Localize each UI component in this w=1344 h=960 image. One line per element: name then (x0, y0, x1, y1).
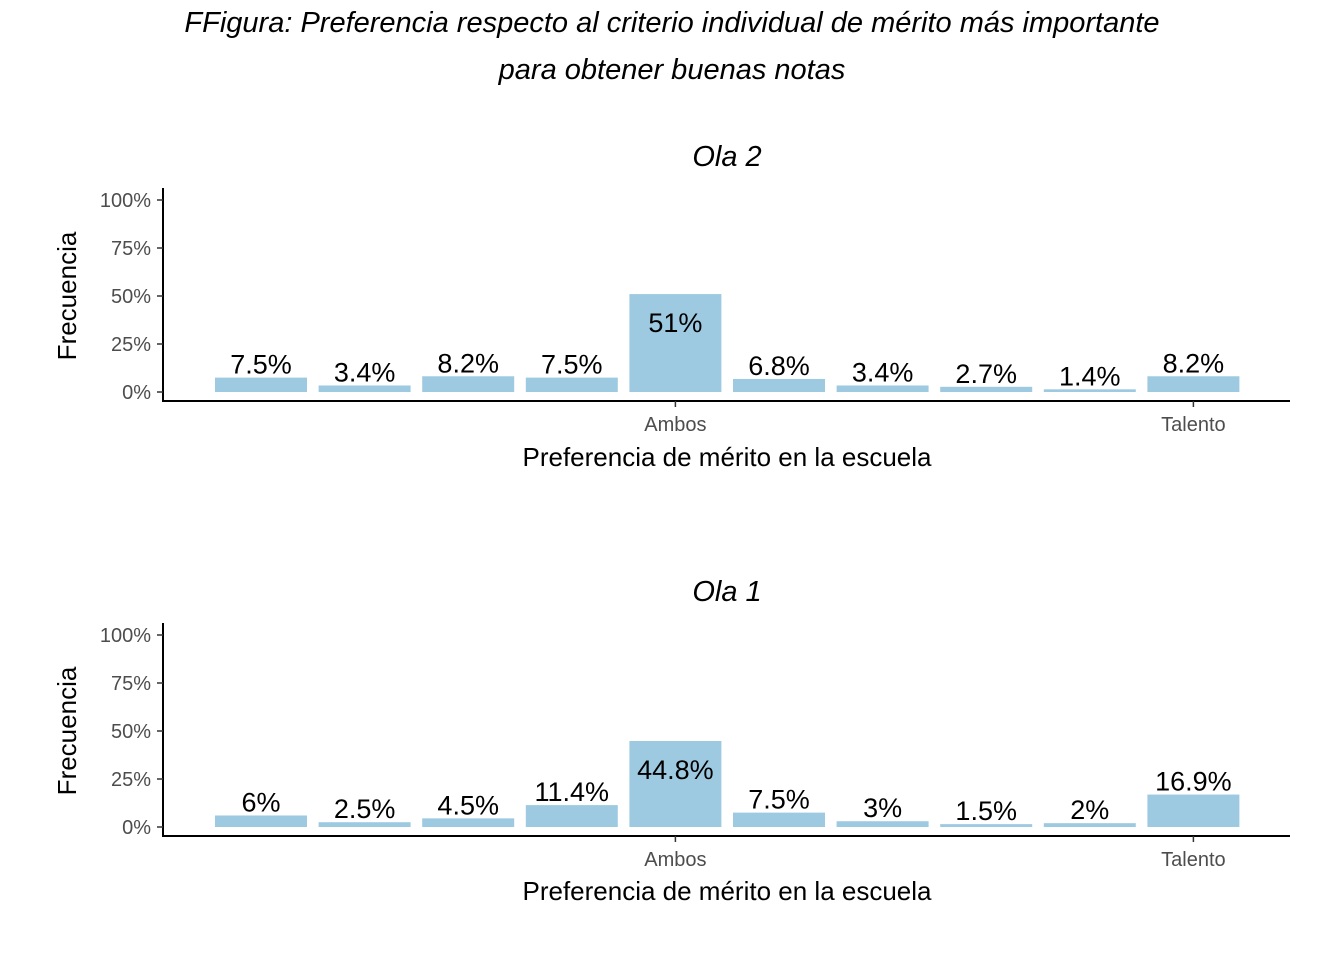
x-tick-label: Ambos (644, 414, 706, 436)
bar (525, 805, 618, 827)
bar (1147, 376, 1240, 392)
y-tick-label: 0% (122, 382, 151, 404)
data-label: 2.7% (955, 359, 1017, 389)
y-tick-label: 25% (111, 769, 151, 791)
y-tick-label: 0% (122, 817, 151, 839)
data-label: 1.5% (955, 796, 1017, 826)
bar (1147, 794, 1240, 827)
chart-panel-2: Ola 1 6% 2.5% 4.5% 11.4% 44.8% 7.5% 3% 1.5% 2% 16.… (52, 576, 1290, 906)
data-label: 2.5% (334, 794, 396, 824)
x-axis-title: Preferencia de mérito en la escuela (522, 442, 932, 472)
data-label: 6% (241, 787, 280, 817)
bar (215, 815, 307, 827)
data-label: 11.4% (535, 777, 610, 807)
bar (318, 822, 411, 827)
y-tick-label: 50% (111, 286, 151, 308)
y-tick-label: 75% (111, 238, 151, 260)
bar (733, 378, 825, 392)
data-label: 2% (1070, 795, 1109, 825)
bar (940, 824, 1033, 827)
data-label: 16.9% (1155, 767, 1232, 797)
x-tick-label: Talento (1161, 414, 1226, 436)
bar (422, 818, 515, 827)
data-label: 3% (863, 793, 902, 823)
bar (940, 386, 1033, 392)
data-label: 3.4% (334, 357, 396, 387)
data-label: 7.5% (748, 785, 810, 815)
y-tick-label: 25% (111, 334, 151, 356)
figure-title-line-2: para obtener buenas notas (498, 54, 846, 86)
data-label: 6.8% (748, 351, 810, 381)
data-label: 51% (648, 308, 702, 338)
figure-title-line-1: FFigura: Preferencia respecto al criteri… (184, 7, 1159, 39)
data-label: 8.2% (437, 348, 499, 378)
data-label: 8.2% (1163, 348, 1225, 378)
data-label: 7.5% (230, 350, 292, 380)
panel-title: Ola 1 (692, 576, 761, 608)
bar (733, 812, 825, 827)
bar (1043, 823, 1136, 827)
y-tick-label: 75% (111, 673, 151, 695)
bar (836, 821, 929, 827)
bar (215, 377, 307, 392)
y-axis-title: Frecuencia (52, 666, 82, 795)
bar (318, 385, 411, 392)
x-tick-label: Talento (1161, 849, 1226, 871)
y-tick-label: 100% (100, 625, 151, 647)
bar (525, 377, 618, 392)
chart-panels: Ola 2 7.5% 3.4% 8.2% 7.5% 51% 6.8% 3.4% 2.7% 1.4%… (52, 141, 1290, 906)
y-tick-label: 50% (111, 721, 151, 743)
bar (422, 376, 515, 392)
bar (629, 740, 722, 827)
y-axis-title: Frecuencia (52, 231, 82, 360)
data-label: 44.8% (637, 755, 714, 785)
x-axis-title: Preferencia de mérito en la escuela (522, 876, 932, 906)
bar (629, 294, 722, 392)
chart-panel-1: Ola 2 7.5% 3.4% 8.2% 7.5% 51% 6.8% 3.4% 2.7% 1.4%… (52, 141, 1290, 472)
bar (836, 385, 929, 392)
panel-title: Ola 2 (692, 141, 761, 173)
data-label: 7.5% (541, 350, 603, 380)
data-label: 1.4% (1059, 361, 1121, 391)
bar (1043, 389, 1136, 392)
data-label: 3.4% (852, 357, 914, 387)
y-tick-label: 100% (100, 190, 151, 212)
data-label: 4.5% (437, 790, 499, 820)
x-tick-label: Ambos (644, 849, 706, 871)
